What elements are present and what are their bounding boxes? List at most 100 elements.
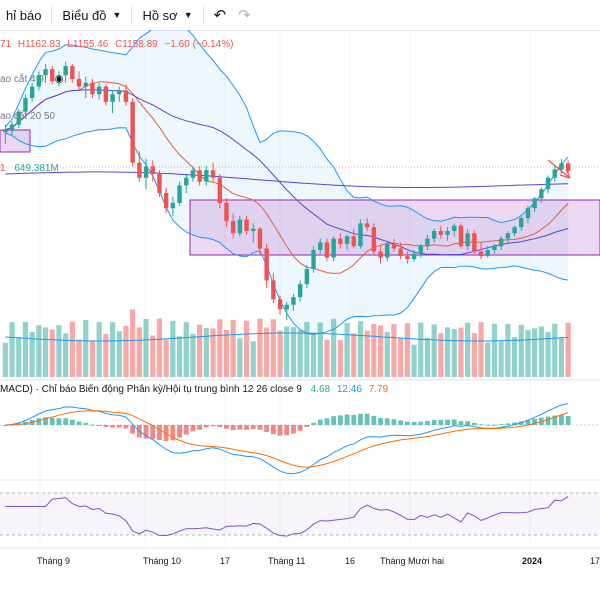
macd-histogram-bar bbox=[69, 419, 75, 425]
macd-line-value: 12.46 bbox=[336, 384, 362, 395]
volume-bar bbox=[532, 328, 538, 377]
candle-body bbox=[244, 219, 249, 231]
candle-body bbox=[297, 284, 303, 298]
candle-body bbox=[452, 225, 457, 231]
candle-body bbox=[117, 90, 122, 95]
macd-histogram-bar bbox=[317, 419, 323, 425]
redo-button[interactable]: ↷ bbox=[232, 0, 257, 30]
volume-legend: 1 649.381M bbox=[0, 163, 59, 174]
macd-histogram-bar bbox=[391, 419, 397, 425]
candle-body bbox=[371, 227, 377, 252]
volume-bar bbox=[451, 328, 457, 377]
candle-body bbox=[76, 79, 82, 87]
bollinger-upper-line bbox=[4, 30, 569, 224]
macd-histogram-bar bbox=[183, 425, 189, 435]
macd-histogram-bar bbox=[378, 417, 383, 425]
volume-bar bbox=[264, 327, 270, 377]
x-tick-label: 17 bbox=[590, 556, 600, 566]
candle-body bbox=[338, 238, 343, 244]
volume-bar bbox=[190, 333, 196, 377]
x-tick-label: 17 bbox=[220, 556, 231, 566]
charts-menu-button[interactable]: Biểu đồ ▼ bbox=[56, 0, 127, 30]
macd-histogram-bar bbox=[130, 425, 136, 434]
volume-bar bbox=[36, 325, 42, 377]
candle-body bbox=[137, 162, 142, 178]
rsi-band bbox=[0, 493, 600, 535]
volume-bar bbox=[458, 327, 464, 377]
arrow-annotation bbox=[547, 159, 571, 179]
candle-body bbox=[123, 90, 129, 102]
macd-histogram-bar bbox=[230, 425, 236, 431]
ma1-legend: ao cắt 4 9 ◉ bbox=[0, 74, 63, 85]
macd-histogram-bar bbox=[492, 424, 497, 426]
volume-bar bbox=[42, 327, 49, 377]
candle-body bbox=[163, 193, 169, 209]
candle-body bbox=[224, 202, 229, 222]
candle-body bbox=[184, 177, 189, 186]
candle-body bbox=[157, 174, 162, 193]
ohlc-open: 71 bbox=[0, 39, 12, 50]
ohlc-close: C1158.89 bbox=[115, 39, 158, 50]
volume-bar bbox=[210, 328, 216, 377]
macd-histogram-bar bbox=[257, 425, 263, 430]
candle-body bbox=[505, 233, 511, 239]
macd-histogram-bar bbox=[250, 425, 256, 430]
macd-histogram-bar bbox=[485, 424, 491, 426]
eye-icon[interactable]: ◉ bbox=[54, 74, 64, 85]
macd-histogram-bar bbox=[311, 422, 316, 425]
rsi-pane bbox=[0, 492, 600, 537]
volume-bar bbox=[277, 330, 283, 377]
volume-bar bbox=[511, 337, 518, 377]
candle-body bbox=[539, 189, 544, 199]
volume-bar bbox=[83, 320, 89, 377]
macd-histogram-bar bbox=[277, 425, 283, 436]
macd-histogram-bar bbox=[384, 418, 390, 425]
candlesticks bbox=[3, 61, 571, 320]
toolbar-divider bbox=[131, 6, 133, 24]
volume-bar bbox=[116, 331, 122, 377]
volume-bar bbox=[418, 322, 424, 377]
profile-menu-label: Hồ sơ bbox=[142, 7, 178, 23]
candle-body bbox=[458, 225, 464, 247]
candle-body bbox=[251, 228, 256, 231]
price-chart[interactable] bbox=[0, 30, 600, 600]
macd-histogram-bar bbox=[297, 425, 303, 431]
candle-body bbox=[3, 129, 8, 133]
macd-histogram-bar bbox=[116, 425, 122, 428]
ohlc-change: −1.60 (−0.14%) bbox=[164, 39, 234, 50]
volume-bar bbox=[491, 323, 498, 377]
volume-bar bbox=[297, 329, 303, 377]
candle-body bbox=[150, 166, 155, 174]
volume-bar bbox=[56, 325, 62, 377]
macd-histogram-bar bbox=[458, 421, 464, 425]
undo-button[interactable]: ↶ bbox=[208, 0, 233, 30]
profile-menu-button[interactable]: Hồ sơ ▼ bbox=[136, 0, 198, 30]
volume-bar bbox=[431, 324, 437, 377]
candle-body bbox=[90, 82, 95, 95]
macd-histogram-bar bbox=[90, 424, 95, 426]
indicators-button[interactable]: hỉ báo bbox=[0, 0, 47, 30]
volume-bar bbox=[344, 323, 350, 377]
macd-histogram-bar bbox=[264, 425, 270, 432]
ma1-label: ao cắt 4 9 bbox=[0, 74, 44, 85]
macd-histogram-bar bbox=[36, 418, 42, 425]
ma2-label: ao cắt 20 50 bbox=[0, 111, 56, 122]
macd-histogram-bar bbox=[76, 421, 82, 425]
candle-body bbox=[63, 66, 68, 76]
candle-body bbox=[519, 218, 524, 228]
volume-bar bbox=[357, 320, 364, 377]
macd-histogram-bar bbox=[284, 425, 290, 436]
volume-bar bbox=[545, 332, 551, 377]
candle-body bbox=[170, 202, 176, 209]
volume-bar bbox=[565, 322, 571, 377]
candle-body bbox=[431, 231, 437, 239]
candle-body bbox=[190, 170, 196, 178]
volume-bar bbox=[250, 341, 256, 377]
charts-menu-label: Biểu đồ bbox=[62, 7, 107, 23]
volume-bar bbox=[9, 322, 15, 377]
volume-bar bbox=[552, 323, 558, 377]
volume-bar bbox=[438, 333, 444, 377]
macd-histogram-bar bbox=[331, 416, 337, 425]
candle-body bbox=[565, 163, 571, 171]
candle-body bbox=[485, 250, 490, 257]
